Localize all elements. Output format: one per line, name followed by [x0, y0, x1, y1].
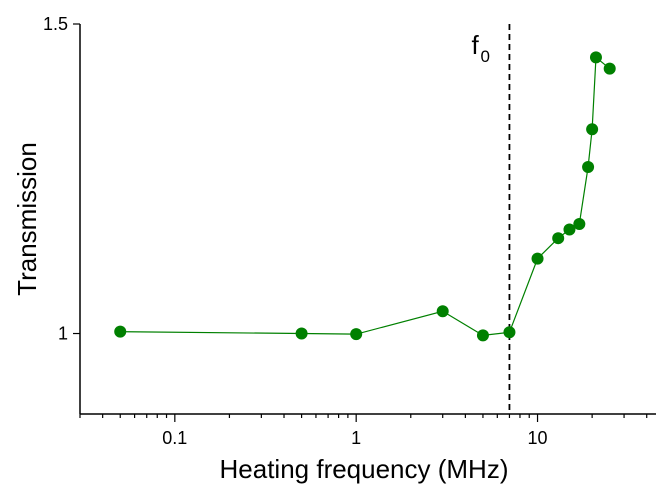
data-point [589, 51, 602, 64]
x-tick-label: 10 [528, 428, 548, 448]
data-point [552, 232, 565, 245]
data-point [350, 328, 363, 341]
data-point [114, 325, 127, 338]
plot-axes [79, 24, 656, 415]
y-ticks: 11.5 [43, 14, 80, 344]
data-point [603, 62, 616, 75]
data-point [586, 123, 599, 136]
data-point [295, 327, 308, 340]
data-point [573, 217, 586, 230]
f0-label-subscript: 0 [480, 47, 489, 66]
y-tick-label: 1 [58, 324, 68, 344]
data-series [114, 51, 616, 342]
x-ticks: 0.1 1 10 [79, 414, 648, 448]
x-tick-label: 0.1 [162, 428, 187, 448]
x-axis-label: Heating frequency (MHz) [220, 454, 509, 484]
y-tick-label: 1.5 [43, 14, 68, 34]
data-point [436, 305, 449, 318]
data-point [503, 326, 516, 339]
x-tick-label: 1 [351, 428, 361, 448]
series-line [120, 56, 611, 337]
data-point [563, 223, 576, 236]
data-point [582, 161, 595, 173]
data-point [476, 329, 489, 342]
y-axis-label: Transmission [12, 142, 42, 296]
data-point [531, 252, 544, 265]
f0-label: f [471, 30, 479, 60]
